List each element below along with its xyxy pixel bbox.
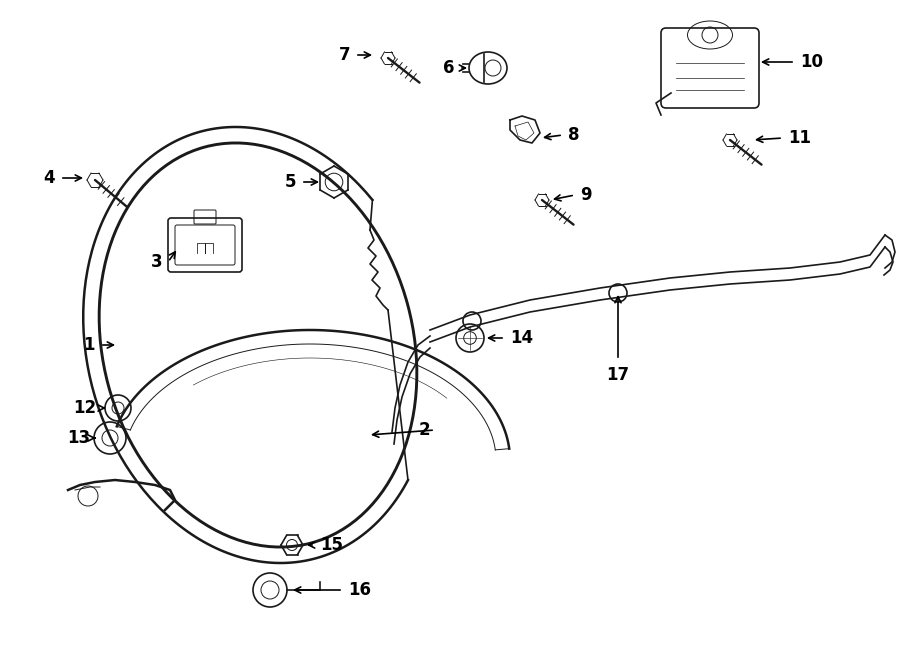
Text: 16: 16 [348,581,371,599]
Text: 14: 14 [510,329,533,347]
Text: 4: 4 [43,169,55,187]
Text: 5: 5 [284,173,296,191]
Text: 8: 8 [568,126,580,144]
Text: 12: 12 [73,399,96,417]
Text: 15: 15 [320,536,343,554]
Text: 3: 3 [151,253,163,271]
Text: 11: 11 [788,129,811,147]
Text: 1: 1 [84,336,95,354]
Text: 13: 13 [67,429,90,447]
Text: 6: 6 [443,59,454,77]
Text: 10: 10 [800,53,823,71]
Text: 2: 2 [418,421,430,439]
Text: 7: 7 [338,46,350,64]
Text: 17: 17 [607,366,630,384]
Text: 9: 9 [580,186,591,204]
